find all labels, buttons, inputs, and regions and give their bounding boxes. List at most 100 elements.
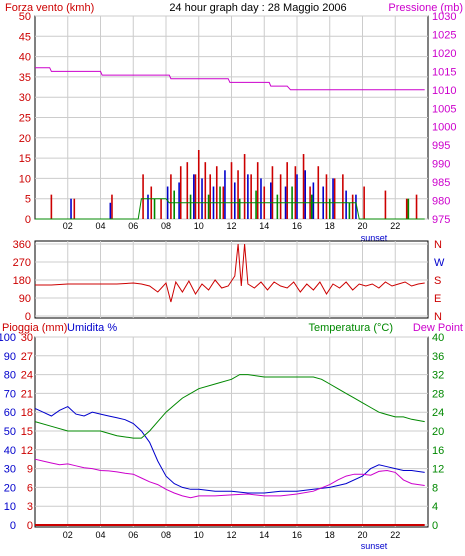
pressure-axis-tick-1025: 1025	[432, 29, 456, 41]
wind-axis-tick-20: 20	[19, 133, 31, 145]
pressure-axis-tick-1015: 1015	[432, 66, 456, 78]
panel3-x-tick-06: 06	[128, 530, 138, 540]
humidity-axis-title: Umidita %	[67, 322, 117, 334]
rain-axis-tick-24: 24	[21, 370, 33, 382]
panel3-x-tick-04: 04	[95, 530, 105, 540]
compass-label-S-2: S	[434, 275, 441, 287]
panel1-x-tick-02: 02	[63, 221, 73, 231]
temperature-axis-tick-4: 4	[432, 501, 438, 513]
pressure-axis-tick-1005: 1005	[432, 103, 456, 115]
panel1-x-tick-08: 08	[161, 221, 171, 231]
temperature-axis-tick-16: 16	[432, 445, 444, 457]
wind-axis-tick-40: 40	[19, 52, 31, 64]
temperature-line	[34, 374, 425, 439]
wind-baseline-4	[35, 198, 425, 220]
wind-axis-tick-50: 50	[19, 11, 31, 23]
compass-label-N-0: N	[434, 311, 442, 323]
pressure-axis-tick-990: 990	[432, 159, 450, 171]
humidity-axis-tick-50: 50	[4, 426, 16, 438]
humidity-line	[34, 406, 425, 494]
humidity-axis-tick-70: 70	[4, 388, 16, 400]
wind-axis-tick-15: 15	[19, 153, 31, 165]
humidity-axis-tick-40: 40	[4, 445, 16, 457]
temperature-axis-title: Temperatura (°C)	[309, 322, 393, 334]
temperature-axis-tick-24: 24	[432, 407, 444, 419]
temp-humidity-panel: Pioggia (mm) Umidita % Temperatura (°C) …	[0, 322, 463, 551]
rain-axis-tick-21: 21	[21, 388, 33, 400]
temperature-axis-tick-36: 36	[432, 351, 444, 363]
panel1-x-tick-16: 16	[292, 221, 302, 231]
wind-axis-tick-35: 35	[19, 72, 31, 84]
direction-axis-tick-270: 270	[13, 257, 31, 269]
wind-axis-tick-10: 10	[19, 173, 31, 185]
panel3-x-tick-14: 14	[259, 530, 269, 540]
pressure-axis-tick-1000: 1000	[432, 122, 456, 134]
direction-axis-tick-180: 180	[13, 275, 31, 287]
wind-axis-tick-25: 25	[19, 113, 31, 125]
pressure-axis-tick-980: 980	[432, 196, 450, 208]
temperature-axis-tick-8: 8	[432, 482, 438, 494]
wind-pressure-panel: Forza vento (kmh) 24 hour graph day : 28…	[5, 2, 463, 243]
temperature-axis-tick-12: 12	[432, 464, 444, 476]
wind-axis-tick-45: 45	[19, 31, 31, 43]
rain-axis-tick-12: 12	[21, 445, 33, 457]
dewpoint-axis-title: Dew Point	[413, 322, 463, 334]
humidity-axis-tick-60: 60	[4, 407, 16, 419]
wind-axis-tick-0: 0	[25, 214, 31, 226]
rain-axis-tick-6: 6	[27, 482, 33, 494]
humidity-axis-tick-20: 20	[4, 482, 16, 494]
humidity-axis-tick-30: 30	[4, 464, 16, 476]
pressure-line	[35, 67, 425, 91]
pressure-axis-tick-995: 995	[432, 140, 450, 152]
panel3-x-tick-08: 08	[161, 530, 171, 540]
sunset-label-3: sunset	[361, 541, 388, 551]
rain-axis-tick-27: 27	[21, 351, 33, 363]
humidity-axis-tick-80: 80	[4, 370, 16, 382]
wind-direction-line	[35, 243, 425, 303]
rain-axis-tick-30: 30	[21, 332, 33, 344]
panel1-x-tick-10: 10	[194, 221, 204, 231]
pressure-axis-tick-1010: 1010	[432, 85, 456, 97]
compass-label-N-4: N	[434, 239, 442, 251]
panel1-x-tick-12: 12	[226, 221, 236, 231]
compass-label-E-1: E	[434, 293, 441, 305]
temperature-axis-tick-28: 28	[432, 388, 444, 400]
panel1-x-tick-18: 18	[325, 221, 335, 231]
dew-point-line	[34, 458, 425, 499]
panel1-x-tick-06: 06	[128, 221, 138, 231]
pressure-axis-tick-1020: 1020	[432, 48, 456, 60]
pressure-axis-tick-985: 985	[432, 177, 450, 189]
panel1-x-tick-22: 22	[390, 221, 400, 231]
temperature-axis-tick-40: 40	[432, 332, 444, 344]
rain-axis-tick-15: 15	[21, 426, 33, 438]
wind-axis-tick-5: 5	[25, 194, 31, 206]
panel3-x-tick-18: 18	[325, 530, 335, 540]
panel3-x-tick-20: 20	[357, 530, 367, 540]
rain-axis-title: Pioggia (mm)	[2, 322, 67, 334]
panel1-x-tick-14: 14	[259, 221, 269, 231]
humidity-axis-tick-100: 100	[0, 332, 16, 344]
temperature-axis-tick-20: 20	[432, 426, 444, 438]
pressure-axis-tick-1030: 1030	[432, 11, 456, 23]
pressure-axis-title: Pressione (mb)	[388, 2, 463, 14]
panel1-x-tick-20: 20	[357, 221, 367, 231]
chart-title: 24 hour graph day : 28 Maggio 2006	[169, 2, 346, 14]
wind-axis-tick-30: 30	[19, 92, 31, 104]
sunset-label-1: sunset	[361, 233, 388, 243]
panel3-x-tick-10: 10	[194, 530, 204, 540]
panel3-x-tick-22: 22	[390, 530, 400, 540]
temperature-axis-tick-0: 0	[432, 520, 438, 532]
panel3-x-tick-16: 16	[292, 530, 302, 540]
direction-axis-tick-90: 90	[19, 293, 31, 305]
temperature-axis-tick-32: 32	[432, 370, 444, 382]
rain-axis-tick-18: 18	[21, 407, 33, 419]
direction-axis-tick-360: 360	[13, 239, 31, 251]
panel3-x-tick-12: 12	[226, 530, 236, 540]
rain-axis-tick-0: 0	[27, 520, 33, 532]
panel3-x-tick-02: 02	[63, 530, 73, 540]
compass-label-W-3: W	[434, 257, 445, 269]
rain-axis-tick-9: 9	[27, 464, 33, 476]
wind-axis-title: Forza vento (kmh)	[5, 2, 94, 14]
